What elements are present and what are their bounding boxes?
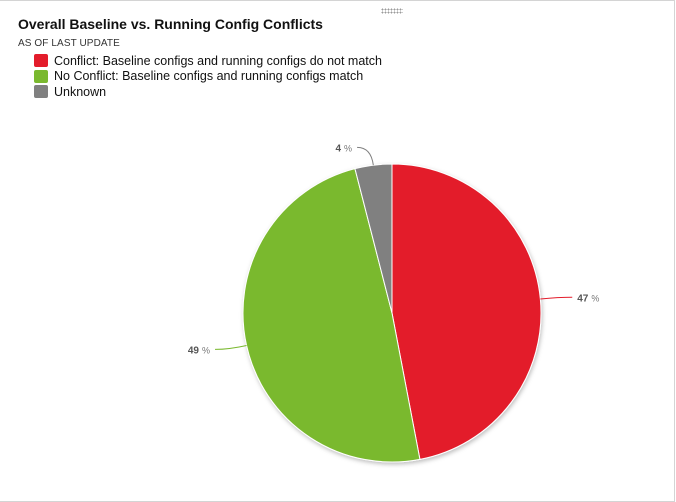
- pie-label-unknown: 4%: [335, 143, 352, 154]
- legend-swatch-no-conflict: [34, 69, 48, 83]
- legend: Conflict: Baseline configs and running c…: [34, 53, 382, 100]
- legend-swatch-conflict: [34, 54, 48, 68]
- legend-item-no-conflict[interactable]: No Conflict: Baseline configs and runnin…: [34, 69, 382, 85]
- label-connector-conflict: [540, 296, 573, 300]
- legend-label-unknown: Unknown: [54, 84, 107, 99]
- chart-title: Overall Baseline vs. Running Config Conf…: [18, 16, 323, 32]
- chart-subtitle: AS OF LAST UPDATE: [18, 38, 120, 49]
- pie-label-no-conflict: 49%: [188, 345, 210, 356]
- pie-label-conflict: 47%: [577, 293, 599, 304]
- legend-item-conflict[interactable]: Conflict: Baseline configs and running c…: [34, 53, 382, 69]
- label-connector-unknown: [357, 146, 374, 166]
- legend-swatch-unknown: [34, 85, 48, 99]
- legend-label-no-conflict: No Conflict: Baseline configs and runnin…: [54, 69, 364, 84]
- label-connector-no-conflict: [215, 345, 247, 350]
- legend-label-conflict: Conflict: Baseline configs and running c…: [54, 53, 382, 68]
- pie-slice-conflict[interactable]: [391, 163, 542, 460]
- drag-handle-icon[interactable]: [381, 8, 403, 14]
- legend-item-unknown[interactable]: Unknown: [34, 84, 382, 100]
